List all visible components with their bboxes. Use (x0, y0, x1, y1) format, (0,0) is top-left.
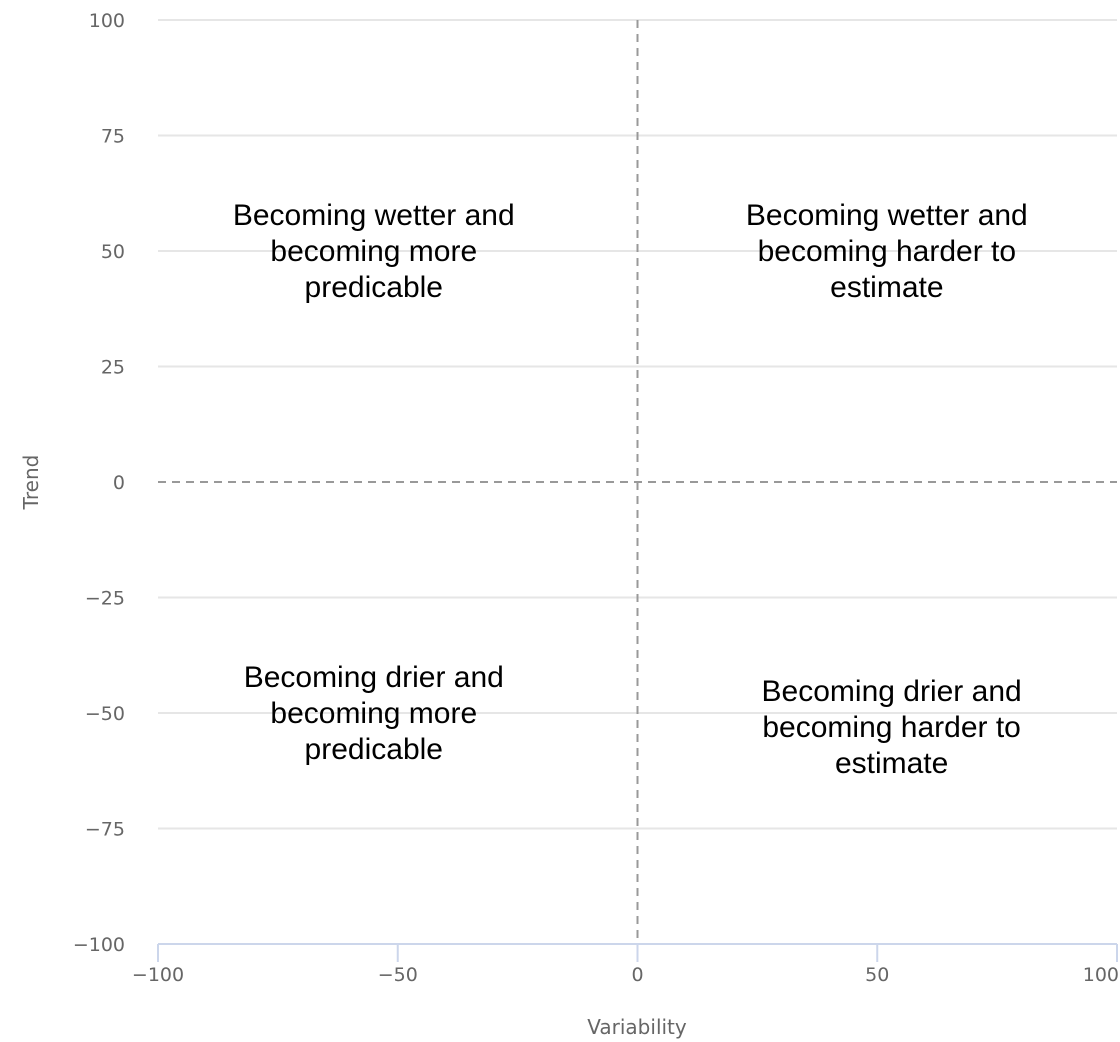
annotation-line: predicable (305, 733, 443, 766)
annotation-line: Becoming drier and (762, 675, 1022, 708)
y-tick-label: −75 (85, 819, 125, 841)
x-axis-title: Variability (587, 1015, 687, 1039)
y-tick-label: −50 (85, 703, 125, 725)
y-tick-label: 0 (113, 472, 125, 494)
annotation-line: becoming more (270, 697, 477, 730)
x-tick-label: −50 (378, 964, 418, 986)
reference-lines (158, 20, 1117, 944)
annotation-line: predicable (305, 271, 443, 304)
annotation-line: Becoming wetter and (746, 199, 1028, 232)
y-tick-label: 50 (101, 241, 125, 263)
x-axis (157, 943, 1118, 962)
y-axis-title: Trend (19, 455, 43, 511)
x-axis-ticks: −100 −50 0 50 100 (132, 964, 1119, 986)
x-tick-label: 50 (865, 964, 889, 986)
x-tick-label: 100 (1083, 964, 1119, 986)
y-tick-label: −25 (85, 588, 125, 610)
annotation-line: becoming harder to (758, 235, 1017, 268)
annotation-line: estimate (830, 271, 943, 304)
annotation-line: becoming more (270, 235, 477, 268)
y-tick-label: 75 (101, 126, 125, 148)
annotation-line: becoming harder to (762, 711, 1021, 744)
y-tick-label: 100 (89, 10, 125, 32)
annotation-line: estimate (835, 747, 948, 780)
annotation-line: Becoming drier and (244, 661, 504, 694)
x-tick-label: −100 (132, 964, 184, 986)
annotation-line: Becoming wetter and (233, 199, 515, 232)
y-axis-ticks: 100 75 50 25 0 −25 −50 −75 −100 (73, 10, 125, 956)
x-tick-label: 0 (631, 964, 643, 986)
y-tick-label: −100 (73, 934, 125, 956)
y-tick-label: 25 (101, 357, 125, 379)
